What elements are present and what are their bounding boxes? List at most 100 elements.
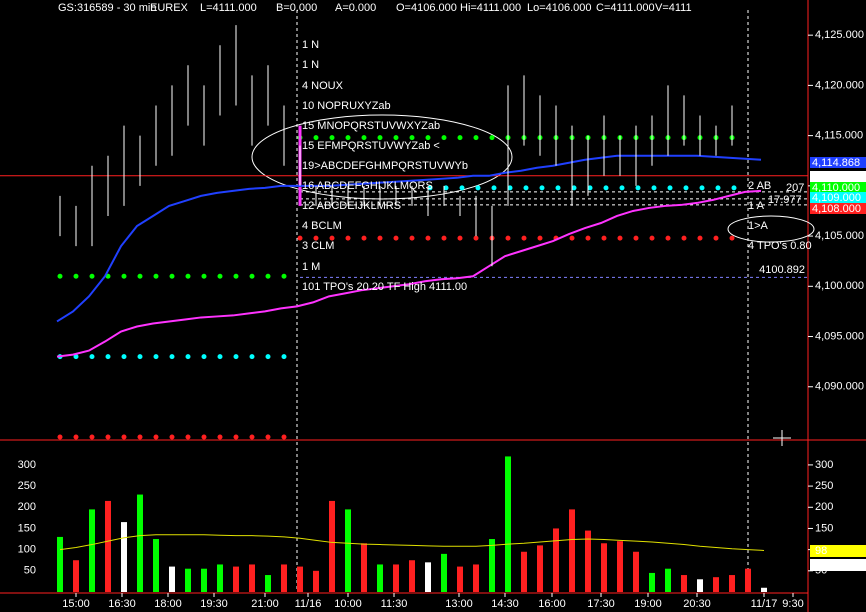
- tpo-label: 207: [786, 182, 804, 194]
- volume-bar: [569, 509, 575, 592]
- volume-bar: [217, 564, 223, 592]
- x-tick-label: 19:30: [200, 598, 228, 610]
- x-tick-label: 11/17: [751, 598, 778, 610]
- volume-bar: [489, 539, 495, 592]
- y-tick-label: 150: [815, 522, 833, 534]
- y-tick-label: 200: [815, 501, 833, 513]
- y-tick-label: 50: [24, 565, 36, 577]
- tpo-label: 2 AB: [748, 180, 771, 192]
- volume-bar: [185, 568, 191, 592]
- tpo-label: 4 TPO's 0.80: [748, 240, 812, 252]
- tpo-label: 17.977: [768, 194, 802, 206]
- volume-bar: [745, 568, 751, 592]
- header-field: V=4111: [655, 2, 692, 14]
- y-tick-label: 250: [18, 480, 36, 492]
- tpo-label: 4 BCLM: [302, 220, 342, 232]
- volume-bar: [377, 564, 383, 592]
- x-tick-label: 19:00: [634, 598, 662, 610]
- value-area-ellipse: [727, 215, 815, 243]
- volume-bar: [297, 566, 303, 592]
- header-field: A=0.000: [335, 2, 376, 14]
- x-tick-label: 10:00: [334, 598, 362, 610]
- tpo-label: 1 A: [748, 200, 765, 212]
- volume-bar: [521, 551, 527, 592]
- volume-bar: [505, 456, 511, 592]
- moving-average: [56, 189, 762, 358]
- volume-bar: [537, 545, 543, 592]
- tpo-label: 19>ABCDEFGHMPQRSTUVWYb: [302, 160, 468, 172]
- reference-value: 4100.892: [759, 264, 805, 276]
- header-field: L=4111.000: [200, 2, 257, 14]
- volume-bar: [553, 528, 559, 592]
- volume-bar: [393, 564, 399, 592]
- volume-bar: [313, 570, 319, 592]
- y-tick-label: 4,105.000: [815, 230, 864, 242]
- y-tick-label: 200: [18, 501, 36, 513]
- y-tick-label: 4,115.000: [815, 130, 863, 142]
- volume-bar: [329, 500, 335, 592]
- tpo-label: 1>A: [748, 220, 769, 232]
- tpo-label: 101 TPO's 20.20 TF High 4111.00: [302, 281, 467, 293]
- price-box-label: 4,111.000: [812, 171, 859, 183]
- value-box: [810, 545, 866, 557]
- volume-bar: [265, 575, 271, 592]
- volume-bar: [473, 564, 479, 592]
- price-box-label: 4,108.000: [812, 203, 861, 215]
- tpo-label: 12 ABCDEIJKLMRS: [302, 200, 401, 212]
- volume-bar: [409, 560, 415, 592]
- volume-bar: [153, 539, 159, 592]
- header-field: B=0.000: [276, 2, 317, 14]
- value-box: [810, 559, 866, 571]
- volume-bar: [633, 551, 639, 592]
- tpo-label: 1 N: [302, 59, 319, 71]
- x-tick-label: 16:30: [108, 598, 136, 610]
- volume-bar: [121, 522, 127, 592]
- price-box: [810, 171, 866, 182]
- x-tick-label: 11/16: [295, 598, 322, 610]
- price-box-label: 4,114.868: [812, 157, 860, 169]
- value-area-ellipse: [251, 114, 513, 200]
- volume-bar: [601, 543, 607, 592]
- cursor-icon: [773, 430, 791, 446]
- volume-average: [59, 534, 765, 551]
- volume-bar: [73, 560, 79, 592]
- price-box: [810, 192, 866, 203]
- volume-bar: [281, 564, 287, 592]
- tpo-label: 4 NOUX: [302, 80, 344, 92]
- x-tick-label: 20:30: [683, 598, 711, 610]
- volume-bar: [425, 562, 431, 592]
- volume-bar: [137, 494, 143, 592]
- volume-bar: [617, 541, 623, 592]
- y-tick-label: 250: [815, 480, 833, 492]
- value-box-label: 2: [815, 559, 821, 571]
- y-tick-label: 300: [815, 459, 833, 471]
- volume-bar: [57, 536, 63, 592]
- x-tick-label: 18:00: [154, 598, 182, 610]
- volume-bar: [361, 543, 367, 592]
- y-tick-label: 4,090.000: [815, 381, 864, 393]
- volume-bar: [649, 572, 655, 592]
- price-box: [810, 157, 866, 168]
- value-box-label: 98: [815, 545, 827, 557]
- volume-bar: [249, 564, 255, 592]
- header-field: EUREX: [150, 2, 189, 14]
- price-box-label: 4,109.000: [812, 192, 861, 204]
- volume-bar: [697, 579, 703, 592]
- tpo-label: 15 EFMPQRSTUVWYZab <: [302, 140, 440, 152]
- x-tick-label: 16:00: [538, 598, 566, 610]
- volume-bar: [201, 568, 207, 592]
- volume-bar: [681, 575, 687, 592]
- x-tick-label: 15:00: [62, 598, 90, 610]
- header-field: GS:316589 - 30 min: [58, 2, 156, 14]
- tpo-label: 1 M: [302, 261, 320, 273]
- header-field: Hi=4111.000: [460, 2, 521, 14]
- price-box: [810, 203, 866, 214]
- volume-bar: [729, 575, 735, 592]
- volume-bar: [585, 530, 591, 592]
- x-tick-label: 11:30: [381, 598, 408, 610]
- y-tick-label: 4,120.000: [815, 79, 864, 91]
- volume-bar: [713, 577, 719, 592]
- y-tick-label: 4,100.000: [815, 280, 864, 292]
